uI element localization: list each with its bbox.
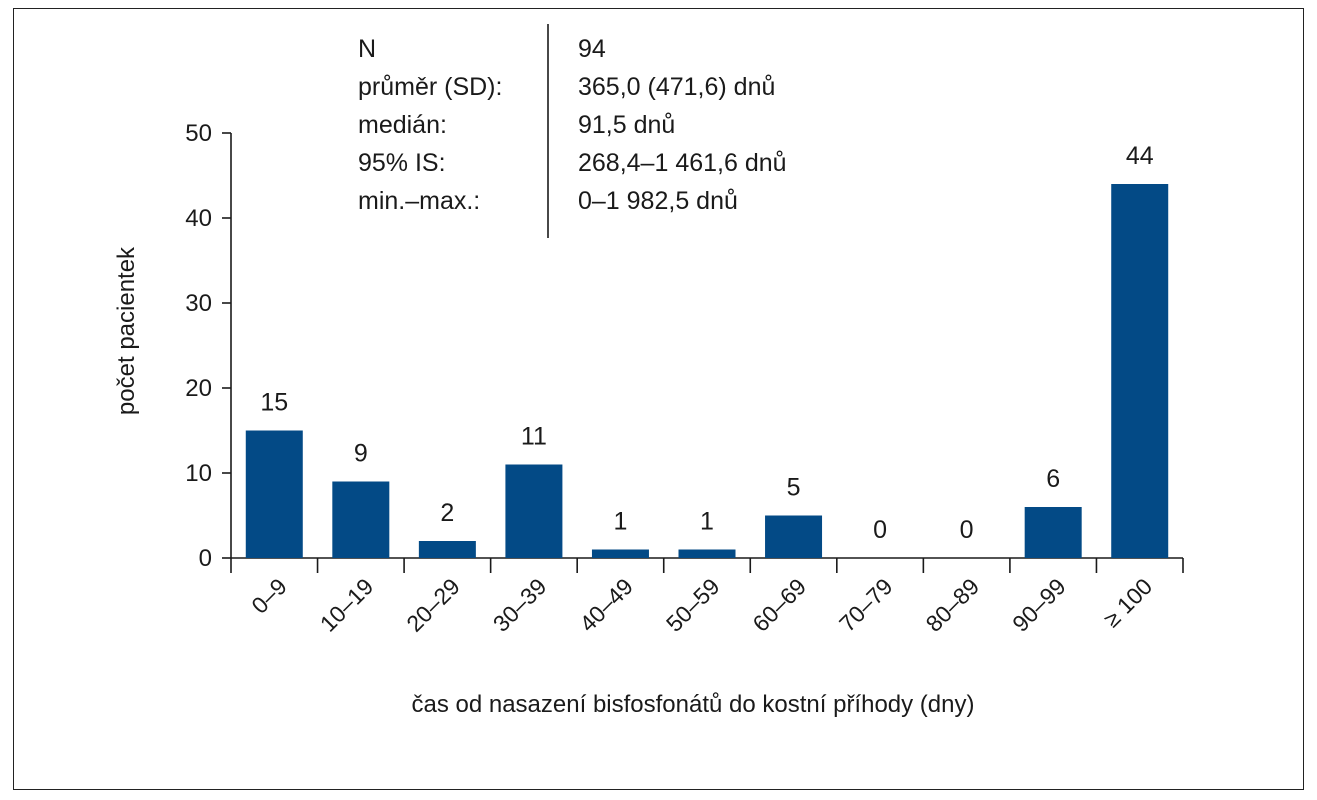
x-tick-label: 30–39 <box>488 573 552 637</box>
data-label: 11 <box>521 423 547 451</box>
bar <box>591 549 649 558</box>
data-label: 0 <box>873 516 887 544</box>
x-tick-label: ≥ 100 <box>1098 573 1157 632</box>
stats-box: N 94 průměr (SD): 365,0 (471,6) dnů medián: 9… <box>358 24 787 238</box>
x-tick-label: 60–69 <box>747 573 811 637</box>
bar <box>765 515 823 558</box>
data-label: 5 <box>787 474 801 502</box>
data-label: 0 <box>960 516 974 544</box>
data-label: 1 <box>700 508 714 536</box>
stats-label: N <box>358 35 376 63</box>
x-axis-label: čas od nasazení bisfosfonátů do kostní p… <box>411 691 974 718</box>
y-tick-label: 40 <box>185 205 212 232</box>
y-tick-label: 10 <box>185 460 212 487</box>
data-label: 6 <box>1046 465 1060 493</box>
bar <box>245 430 303 558</box>
stats-value: 94 <box>578 35 606 63</box>
x-tick-label: 70–79 <box>834 573 898 637</box>
data-label: 15 <box>260 389 288 417</box>
y-tick-label: 0 <box>199 545 212 572</box>
bar <box>505 464 563 558</box>
y-tick-label: 30 <box>185 290 212 317</box>
y-tick-label: 20 <box>185 375 212 402</box>
x-tick-label: 90–99 <box>1007 573 1071 637</box>
bar <box>678 549 736 558</box>
y-axis-label: počet pacientek <box>113 246 140 415</box>
x-tick-label: 20–29 <box>401 573 465 637</box>
x-tick-label: 40–49 <box>574 573 638 637</box>
bar <box>1024 507 1082 558</box>
stats-value: 91,5 dnů <box>578 111 675 139</box>
stats-label: medián: <box>358 111 447 139</box>
stats-label: průměr (SD): <box>358 73 502 101</box>
x-tick-label: 50–59 <box>661 573 725 637</box>
x-tick-label: 0–9 <box>246 573 292 619</box>
bar <box>1111 184 1169 558</box>
stats-value: 0–1 982,5 dnů <box>578 187 738 215</box>
data-label: 2 <box>440 499 454 527</box>
chart-frame <box>13 8 1304 790</box>
data-label: 9 <box>354 440 368 468</box>
bar <box>418 541 476 558</box>
data-label: 1 <box>614 508 628 536</box>
bar <box>332 481 390 558</box>
y-tick-label: 50 <box>185 120 212 147</box>
stats-label: min.–max.: <box>358 187 480 215</box>
stats-value: 365,0 (471,6) dnů <box>578 73 775 101</box>
stats-label: 95% IS: <box>358 149 446 177</box>
bars <box>245 184 1169 558</box>
x-tick-label: 10–19 <box>315 573 379 637</box>
data-label: 44 <box>1126 142 1154 170</box>
stats-value: 268,4–1 461,6 dnů <box>578 149 787 177</box>
x-tick-label: 80–89 <box>921 573 985 637</box>
